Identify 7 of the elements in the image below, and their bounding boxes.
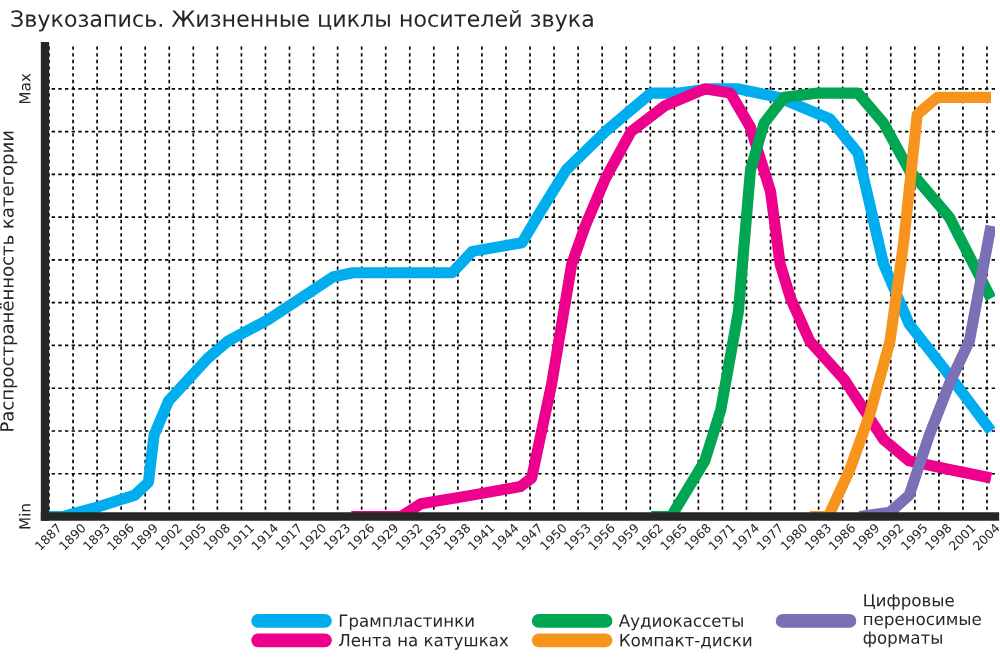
legend-label: Компакт-диски: [620, 634, 752, 649]
legend-label: Лента на катушках: [338, 634, 509, 650]
chart-title: Звукозапись. Жизненные циклы носителей звука: [11, 9, 593, 32]
legend-label: Аудиокассеты: [618, 614, 743, 631]
legend-label: Грампластинки: [339, 614, 474, 631]
y-axis-title: Распространённость категории: [0, 131, 18, 431]
legend-label: Цифровые переносимые форматы: [863, 594, 981, 648]
